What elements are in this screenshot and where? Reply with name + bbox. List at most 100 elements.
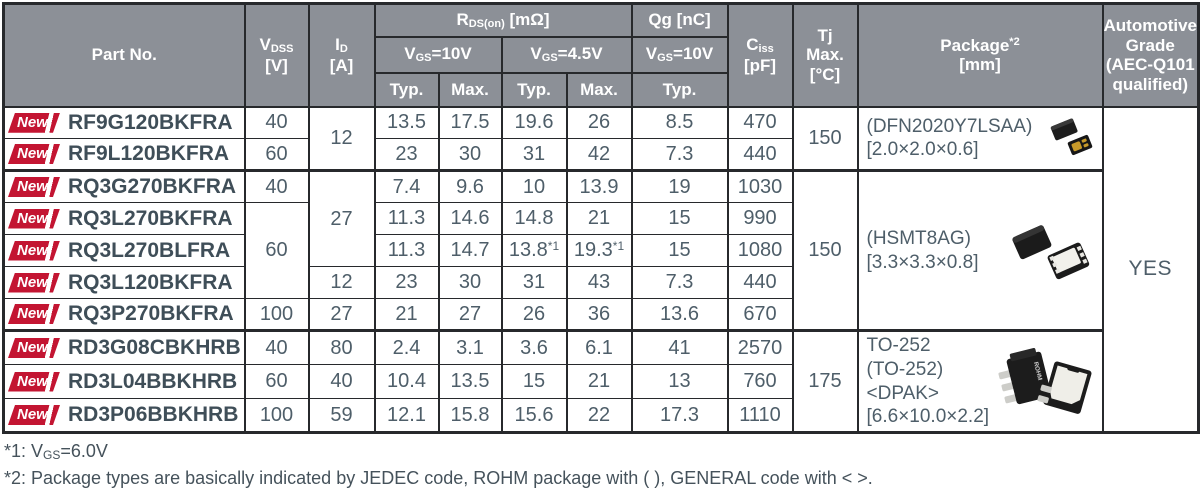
- cell-qg: 19: [630, 169, 729, 203]
- cell-part-no: New RD3G08CBKHRB: [2, 329, 246, 365]
- cell-id: 12: [307, 266, 376, 299]
- cell-id: 40: [307, 364, 376, 399]
- cell-typ10: 7.4: [373, 169, 440, 203]
- new-badge-label: New: [17, 113, 48, 131]
- value: 13.8: [508, 239, 548, 261]
- vdss-subscript: DSS: [270, 43, 294, 56]
- cell-qg: 7.3: [630, 266, 729, 299]
- cell-typ45: 15.6: [500, 398, 568, 434]
- cell-ciss: 990: [726, 202, 794, 235]
- cell-max10: 17.5: [437, 106, 503, 139]
- cell-part-no: New RQ3P270BKFRA: [2, 298, 246, 331]
- package-text: TO-252 (TO-252) <DPAK> [6.6×10.0×2.2]: [866, 335, 990, 428]
- part-number: RD3G08CBKHRB: [68, 336, 241, 359]
- cell-qg: 13.6: [630, 298, 729, 331]
- cell-ciss: 1080: [726, 234, 794, 267]
- cell-ciss: 1030: [726, 169, 794, 203]
- cell-id: 59: [307, 398, 376, 434]
- cell-vdss: 40: [243, 329, 310, 365]
- cell-qg: 7.3: [630, 138, 729, 171]
- cell-typ10: 21: [373, 298, 440, 331]
- new-badge: New: [8, 113, 60, 133]
- cell-ciss: 670: [726, 298, 794, 331]
- new-badge-label: New: [17, 406, 48, 423]
- cell-vdss: 60: [243, 138, 310, 171]
- footnote-1-suffix: =6.0V: [60, 441, 108, 461]
- new-badge-label: New: [17, 241, 48, 259]
- new-badge-label: New: [17, 145, 48, 162]
- cell-part-no: New RQ3L270BLFRA: [2, 234, 246, 267]
- new-badge-label: New: [17, 339, 48, 356]
- id-unit: [A]: [329, 55, 354, 75]
- vgs45-symbol: V: [530, 44, 542, 64]
- vgs10-symbol: V: [404, 44, 416, 64]
- package-unit: [mm]: [959, 55, 1001, 75]
- cell-qg: 8.5: [630, 106, 729, 139]
- cell-part-no: New RD3P06BBKHRB: [2, 398, 246, 434]
- rdson-unit: [mΩ]: [504, 9, 550, 29]
- qg-label: Qg [nC]: [648, 10, 711, 30]
- cell-typ45: 26: [500, 298, 568, 331]
- part-number: RF9G120BKFRA: [68, 110, 233, 134]
- cell-vdss: 60: [243, 364, 310, 399]
- footnote-2: *2: Package types are basically indicate…: [4, 468, 873, 488]
- svg-text:ROHM: ROHM: [1032, 361, 1043, 381]
- table-row: New RQ3L120BKFRA 12 23 30 31 43 7.3 440: [2, 266, 1199, 299]
- cell-typ45: 13.8*1: [500, 234, 568, 267]
- cell-id: 27: [307, 169, 376, 267]
- cell-qg: 41: [630, 329, 729, 365]
- part-no-label: Part No.: [91, 45, 157, 65]
- cell-tj: 150: [791, 106, 859, 171]
- cell-max45: 42: [565, 138, 633, 171]
- cell-max10: 3.1: [437, 329, 503, 365]
- cell-package-to252: TO-252 (TO-252) <DPAK> [6.6×10.0×2.2] RO…: [856, 329, 1104, 433]
- new-badge: New: [8, 405, 60, 425]
- cell-ciss: 440: [726, 266, 794, 299]
- cell-typ10: 12.1: [373, 398, 440, 434]
- new-badge-label: New: [17, 372, 48, 390]
- cell-ciss: 760: [726, 364, 794, 399]
- col-header-automotive: Automotive Grade (AEC-Q101 qualified): [1101, 2, 1200, 108]
- cell-id: 80: [307, 329, 376, 365]
- subheader-vgs45: VGS=4.5V: [500, 35, 633, 74]
- table-row: New RD3P06BBKHRB 100 59 12.1 15.8 15.6 22…: [2, 398, 1199, 434]
- ciss-symbol: C: [746, 35, 759, 55]
- cell-typ45: 10: [500, 169, 568, 203]
- vgs45-subscript: GS: [541, 52, 558, 65]
- product-lineup-table: Part No. VDSS [V] ID [A] RDS(on) [mΩ] Qg…: [2, 2, 1200, 434]
- cell-part-no: New RQ3G270BKFRA: [2, 169, 246, 203]
- hsmt8ag-package-photo-icon: [1011, 224, 1089, 279]
- new-badge: New: [8, 273, 60, 293]
- footnotes: *1: VGS=6.0V *2: Package types are basic…: [4, 440, 1200, 490]
- cell-max10: 9.6: [437, 169, 503, 203]
- package-text: (DFN2020Y7LSAA) [2.0×2.0×0.6]: [866, 116, 1033, 161]
- cell-max45: 36: [565, 298, 633, 331]
- cell-typ10: 10.4: [373, 364, 440, 399]
- col-header-package: Package*2 [mm]: [856, 2, 1104, 108]
- col-header-id: ID [A]: [307, 2, 376, 108]
- cell-max10: 14.6: [437, 202, 503, 235]
- cell-part-no: New RF9G120BKFRA: [2, 106, 246, 139]
- automotive-grade-label: Automotive Grade (AEC-Q101 qualified): [1103, 16, 1197, 94]
- new-badge-label: New: [17, 209, 48, 227]
- qg-vgs10-value: =10V: [673, 44, 714, 64]
- new-badge-label: New: [17, 305, 48, 322]
- col-header-part-no: Part No.: [2, 2, 246, 108]
- footnote-marker: *1: [547, 239, 560, 253]
- part-number: RQ3P270BKFRA: [68, 302, 234, 325]
- cell-typ45: 31: [500, 138, 568, 171]
- cell-max45: 21: [565, 364, 633, 399]
- cell-part-no: New RD3L04BBKHRB: [2, 364, 246, 399]
- part-number: RF9L120BKFRA: [68, 142, 230, 165]
- cell-part-no: New RF9L120BKFRA: [2, 138, 246, 171]
- package-footnote-marker: *2: [1009, 35, 1020, 48]
- cell-typ45: 3.6: [500, 329, 568, 365]
- cell-vdss: 40: [243, 169, 310, 203]
- cell-part-no: New RQ3L270BKFRA: [2, 202, 246, 235]
- new-badge: New: [8, 209, 60, 229]
- header-row-2: VGS=10V VGS=4.5V VGS=10V: [4, 35, 1199, 74]
- cell-max10: 14.7: [437, 234, 503, 267]
- package-label: Package: [940, 35, 1010, 55]
- subheader-typ-qg: Typ.: [630, 71, 729, 108]
- new-badge-label: New: [17, 273, 48, 291]
